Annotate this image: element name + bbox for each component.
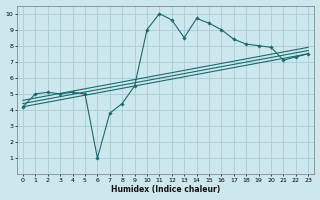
- X-axis label: Humidex (Indice chaleur): Humidex (Indice chaleur): [111, 185, 220, 194]
